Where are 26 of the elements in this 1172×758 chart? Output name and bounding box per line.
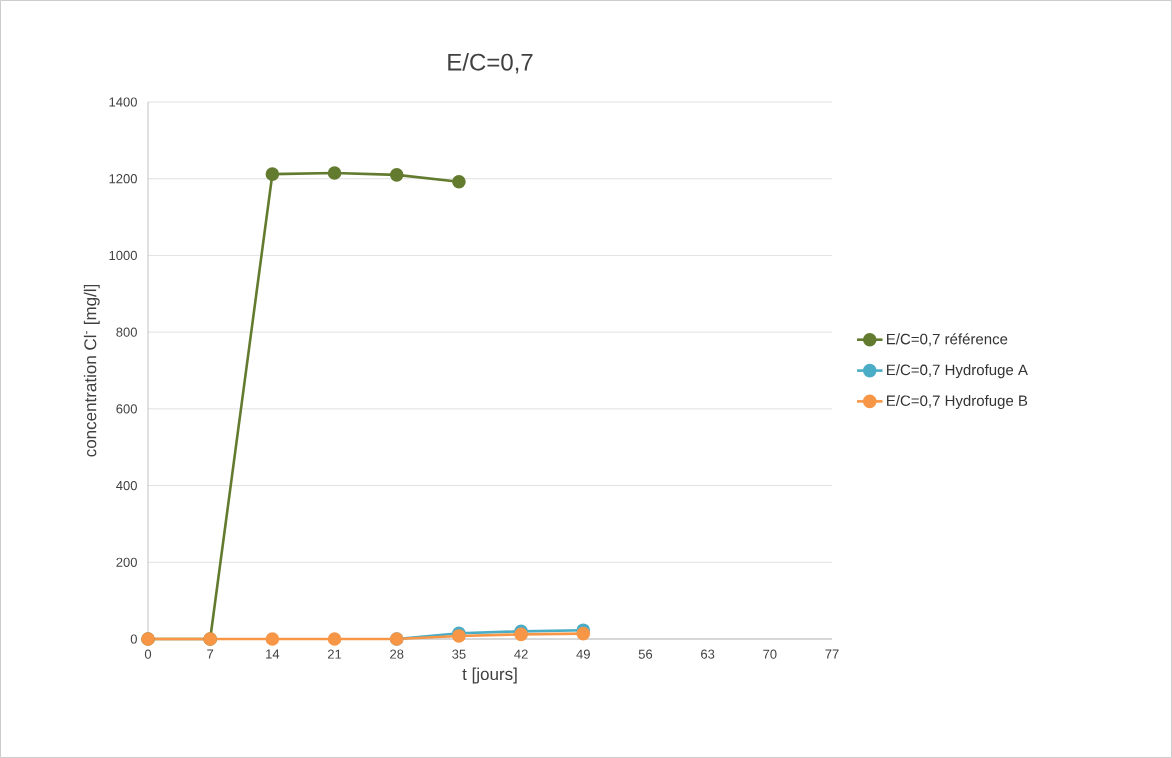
x-tick-label: 49 (576, 649, 590, 659)
x-tick-label: 42 (514, 649, 528, 659)
y-tick-label: 1000 (109, 250, 137, 261)
x-tick-label: 28 (390, 649, 404, 659)
y-tick-label: 800 (116, 327, 137, 337)
y-axis-title: concentration Cl$^{-}$ [mg/l] (83, 284, 100, 457)
y-tick-label: 1200 (109, 174, 137, 184)
y-tick-label: 400 (116, 480, 137, 491)
legend-label: E/C=0,7 Hydrofuge A (887, 364, 1028, 379)
x-tick-label: 63 (701, 649, 715, 659)
legend-label: E/C=0,7 Hydrofuge B (887, 394, 1028, 409)
y-tick-label: 200 (116, 557, 137, 567)
x-tick-label: 0 (144, 649, 152, 659)
y-tick-label: 0 (130, 634, 137, 644)
legend-label: E/C=0,7 référence (887, 333, 1008, 347)
chart-title: E/C=0,7 (448, 53, 533, 74)
y-tick-label: 1400 (109, 97, 137, 107)
x-tick-label: 56 (638, 649, 653, 659)
x-tick-label: 14 (266, 649, 280, 659)
x-tick-label: 7 (207, 649, 214, 659)
x-tick-label: 35 (452, 649, 466, 659)
x-tick-label: 77 (825, 649, 839, 659)
y-tick-label: 600 (116, 404, 137, 414)
x-tick-label: 70 (763, 649, 777, 659)
x-axis-title: t [jours] (462, 667, 517, 684)
x-tick-label: 21 (327, 649, 342, 659)
